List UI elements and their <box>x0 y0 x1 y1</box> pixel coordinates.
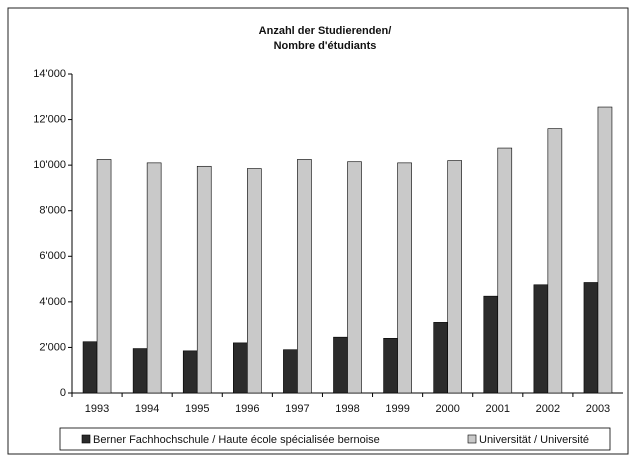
x-tick-label: 1994 <box>135 403 159 415</box>
x-tick-label: 2003 <box>586 403 610 415</box>
bar <box>483 295 499 394</box>
x-tick-label: 1999 <box>385 403 409 415</box>
x-tick-label: 2000 <box>435 403 459 415</box>
bar <box>182 350 198 394</box>
bar <box>583 282 599 394</box>
x-tick-label: 1995 <box>185 403 209 415</box>
y-tick-label: 10'000 <box>33 159 66 171</box>
bar <box>82 341 98 394</box>
bar <box>397 162 412 394</box>
y-tick-label: 2'000 <box>39 341 66 353</box>
x-tick-label: 1998 <box>335 403 359 415</box>
bar <box>196 165 212 394</box>
bar <box>433 322 448 394</box>
bar <box>447 160 462 394</box>
bar <box>96 159 112 394</box>
legend-swatch <box>467 434 477 444</box>
y-tick-label: 8'000 <box>39 205 66 217</box>
legend-swatch <box>81 434 91 444</box>
y-tick-label: 12'000 <box>33 113 66 125</box>
bar <box>247 168 262 394</box>
y-tick-label: 14'000 <box>33 68 66 80</box>
y-tick-label: 6'000 <box>39 250 66 262</box>
x-tick-label: 1993 <box>85 403 109 415</box>
bar <box>497 147 513 394</box>
bar <box>547 128 563 394</box>
legend-box <box>59 427 611 451</box>
bar <box>333 336 348 394</box>
bar <box>347 161 362 394</box>
bar <box>283 349 298 394</box>
y-tick-label: 0 <box>60 387 66 399</box>
bar <box>383 338 398 394</box>
bar <box>297 159 312 394</box>
x-tick-label: 2002 <box>536 403 560 415</box>
bar <box>597 106 613 394</box>
chart-title: Anzahl der Studierenden/ <box>259 25 392 37</box>
legend-label: Universität / Université <box>479 434 589 446</box>
y-tick-label: 4'000 <box>39 296 66 308</box>
bar <box>132 348 148 394</box>
x-tick-label: 2001 <box>486 403 510 415</box>
legend-label: Berner Fachhochschule / Haute école spéc… <box>93 434 380 446</box>
bar <box>146 162 162 394</box>
bar <box>233 342 248 394</box>
x-tick-label: 1996 <box>235 403 259 415</box>
chart-title: Nombre d'étudiants <box>274 40 377 52</box>
x-tick-label: 1997 <box>285 403 309 415</box>
bar <box>533 284 549 394</box>
